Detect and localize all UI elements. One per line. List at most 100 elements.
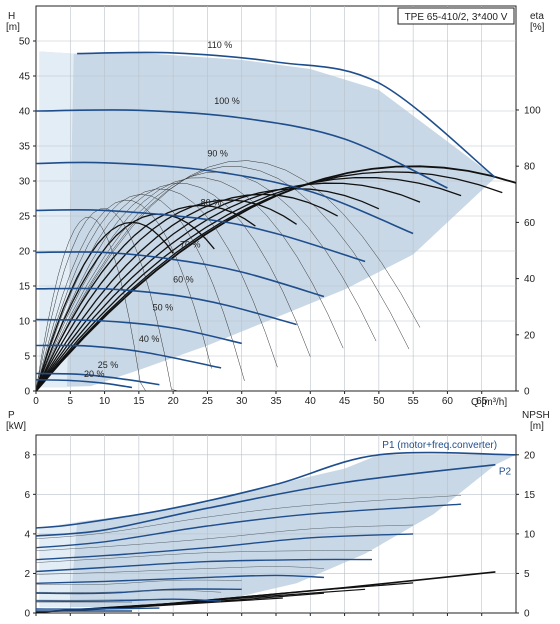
power-curve: [35, 598, 222, 602]
y-tick-label: 50: [19, 37, 31, 48]
npsh-tick-label: 0: [524, 609, 530, 620]
eta-curve: [35, 182, 421, 392]
power-operating-region: [39, 454, 517, 608]
eta-thin-curve: [35, 208, 179, 392]
power-axis-unit: [kW]: [6, 421, 26, 432]
power-axes: 0 2 4 6 8 0 5 10 15 20: [24, 450, 535, 619]
x-tick-label: 25: [202, 396, 214, 407]
head-curve-label: 50 %: [153, 303, 174, 313]
head-curve-label: 100 %: [214, 96, 240, 106]
head-curve: [35, 287, 297, 326]
head-curve-label: 90 %: [207, 149, 228, 159]
power-curves: P1 (motor+freq.converter) P2: [35, 440, 517, 612]
x-tick-label: 55: [408, 396, 420, 407]
eta-thin-curve: [35, 160, 421, 392]
head-curves: 110 % 100 % 90 % 80 % 70 % 60 % 50 % 40 % 25 %20…: [35, 40, 496, 389]
head-curve: [35, 161, 414, 235]
x-tick-label: 35: [270, 396, 282, 407]
head-curve: [35, 109, 448, 189]
npsh-tick-label: 20: [524, 450, 536, 461]
eta-thin-curve: [35, 171, 377, 392]
x-tick-label: 10: [99, 396, 111, 407]
power-curve: [35, 451, 517, 529]
y-tick-label: 0: [24, 609, 30, 620]
x-tick-label: 45: [339, 396, 351, 407]
x-tick-label: 20: [168, 396, 180, 407]
head-curve: [35, 251, 325, 298]
power-curve: [35, 503, 462, 549]
power-thin-curve: [35, 524, 414, 551]
eta-thin-curve: [35, 166, 410, 392]
head-curve: [35, 318, 242, 345]
power-curve: [35, 463, 496, 537]
y-tick-label: 20: [19, 247, 31, 258]
power-curve: [35, 533, 414, 561]
y-tick-label: 30: [19, 177, 31, 188]
power-axis-title: P: [8, 410, 15, 421]
npsh-axis-title: NPSH: [522, 410, 550, 421]
efficiency-curves: [35, 160, 517, 392]
eta-curve: [35, 213, 215, 392]
eta-curve: [35, 199, 297, 392]
eta-curve: [35, 171, 503, 392]
y-tick-label: 35: [19, 142, 31, 153]
eta-curve: [35, 176, 462, 392]
head-axes: 0 5 10 15 20 25 30 35 40 45 50 55 60 65 0 5 10 15 20 25 30 35…: [19, 37, 541, 408]
power-gridlines: [36, 435, 516, 613]
head-axis-title: H: [8, 11, 15, 22]
legend-box-frame: [397, 7, 515, 25]
power-thin-curve: [35, 579, 242, 585]
y-tick-label: 40: [19, 107, 31, 118]
power-thin-curve: [35, 598, 160, 601]
eta-thin-curve: [35, 183, 311, 392]
head-curve: [35, 344, 222, 369]
head-curve-label: 110 %: [207, 40, 232, 50]
head-curve: [77, 51, 496, 179]
power-thin-curve: [35, 590, 222, 593]
head-gridlines: [36, 6, 516, 391]
x-tick-label: 30: [236, 396, 248, 407]
x-tick-label: 40: [305, 396, 317, 407]
operating-area: [39, 454, 517, 608]
head-curve: [35, 208, 366, 263]
y-tick-label: 5: [24, 352, 30, 363]
eta-thin-curve: [35, 194, 245, 392]
head-curve-label: 25 %: [98, 360, 119, 370]
power-curve: [35, 607, 160, 610]
power-curve-label: P2: [499, 467, 512, 478]
eta-thin-curve: [35, 177, 344, 392]
y-tick-label: 25: [19, 212, 31, 223]
y-tick-label: 6: [24, 490, 30, 501]
eta-tick-label: 60: [524, 218, 536, 229]
x-tick-label: 5: [68, 396, 74, 407]
y-tick-label: 4: [24, 529, 30, 540]
npsh-axis-unit: [m]: [530, 421, 544, 432]
power-curve: [35, 558, 373, 573]
low-flow-area: [39, 522, 78, 608]
flow-axis-label: Q [m³/h]: [471, 397, 507, 408]
head-efficiency-chart: 110 %100 %90 %80 %70 %60 %50 %40 %25 %20…: [6, 5, 545, 408]
power-curve-label: P1 (motor+freq.converter): [382, 440, 497, 451]
head-axis-unit: [m]: [6, 22, 20, 33]
npsh-tick-label: 5: [524, 569, 530, 580]
y-tick-label: 0: [24, 387, 30, 398]
x-tick-label: 0: [33, 396, 39, 407]
eta-tick-label: 100: [524, 105, 541, 116]
y-tick-label: 8: [24, 450, 30, 461]
y-tick-label: 2: [24, 569, 30, 580]
eta-axis-title: eta: [530, 11, 544, 22]
y-tick-label: 15: [19, 282, 31, 293]
x-tick-label: 60: [442, 396, 454, 407]
operating-area: [39, 51, 496, 388]
npsh-tick-label: 15: [524, 490, 536, 501]
legend-box-text: TPE 65-410/2, 3*400 V: [405, 12, 508, 23]
head-curve-label: 70 %: [180, 240, 201, 250]
legend-box: TPE 65-410/2, 3*400 V: [397, 7, 515, 25]
power-thin-curve: [35, 495, 462, 540]
power-npsh-chart: P1 (motor+freq.converter) P2 0 2 4 6 8 0 5 10 15 2…: [6, 410, 550, 620]
head-curve-label: 20 %: [84, 369, 105, 379]
head-curve: [35, 379, 133, 389]
head-curve-label: 80 %: [201, 198, 222, 208]
head-curve-label: 60 %: [173, 275, 194, 285]
